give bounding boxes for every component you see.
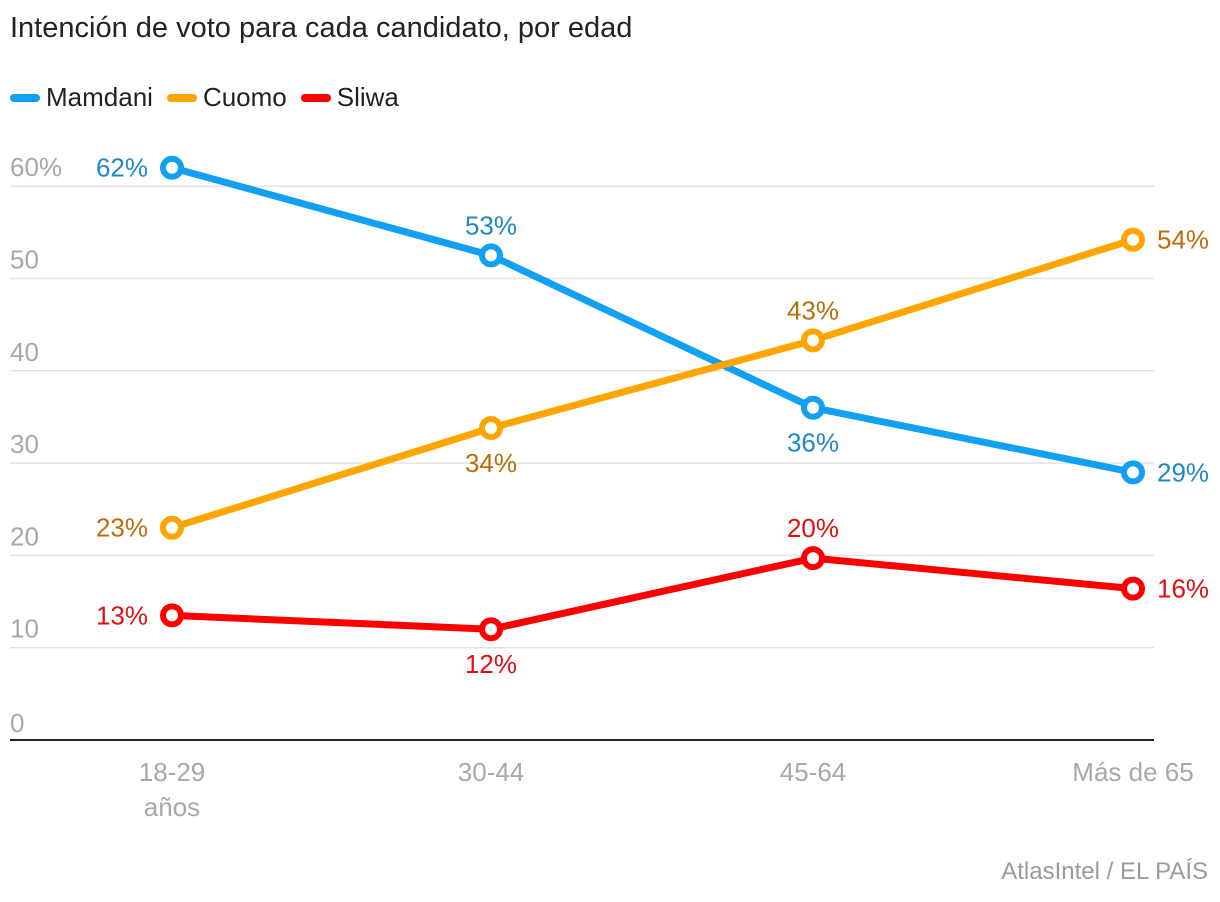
- y-tick-label: 20: [10, 521, 39, 551]
- legend-item-cuomo: Cuomo: [166, 82, 287, 113]
- data-label-sliwa: 16%: [1157, 574, 1209, 604]
- x-tick-label-line: Más de 65: [1072, 757, 1193, 787]
- x-tick-label-line: 30-44: [458, 757, 525, 787]
- data-point-cuomo: [1121, 227, 1145, 252]
- legend-swatch-sliwa: [300, 93, 331, 102]
- data-point-sliwa: [479, 617, 503, 642]
- y-tick-label: 30: [10, 429, 39, 459]
- source-credit: AtlasIntel / EL PAÍS: [1001, 858, 1208, 885]
- chart-title: Intención de voto para cada candidato, p…: [10, 12, 633, 44]
- legend-swatch-mamdani: [10, 93, 40, 102]
- data-point-sliwa: [160, 603, 184, 628]
- y-tick-label: 50: [10, 245, 39, 275]
- x-tick-label: 45-64: [780, 757, 847, 787]
- x-tick-label: 30-44: [458, 757, 525, 787]
- data-point-mamdani: [160, 155, 184, 180]
- x-tick-label: 18-29 años: [139, 757, 206, 822]
- x-tick-label-line: 45-64: [780, 757, 847, 787]
- x-tick-label-line: 18-29: [139, 757, 206, 787]
- y-tick-label: 60%: [10, 152, 62, 182]
- y-tick-label: 0: [10, 708, 24, 738]
- data-label-cuomo: 34%: [465, 448, 517, 478]
- data-label-sliwa: 12%: [465, 649, 517, 679]
- data-label-cuomo: 54%: [1157, 225, 1209, 255]
- data-label-mamdani: 62%: [96, 153, 148, 183]
- legend-item-sliwa: Sliwa: [300, 82, 399, 113]
- legend-label-sliwa: Sliwa: [336, 82, 399, 112]
- legend: Mamdani Cuomo Sliwa: [10, 82, 413, 113]
- legend-label-cuomo: Cuomo: [202, 82, 287, 112]
- series-layer: [160, 155, 1145, 642]
- y-tick-label: 40: [10, 337, 39, 367]
- x-tick-label-line: años: [144, 792, 200, 822]
- legend-label-mamdani: Mamdani: [46, 82, 153, 112]
- legend-swatch-cuomo: [166, 93, 197, 102]
- data-label-mamdani: 53%: [465, 210, 517, 240]
- data-point-mamdani: [479, 243, 503, 268]
- data-label-cuomo: 23%: [96, 513, 148, 543]
- data-point-cuomo: [479, 416, 503, 441]
- y-tick-label: 10: [10, 614, 39, 644]
- data-point-sliwa: [1121, 576, 1145, 601]
- data-label-mamdani: 36%: [787, 428, 839, 458]
- legend-item-mamdani: Mamdani: [10, 82, 153, 113]
- series-line-sliwa: [168, 554, 1137, 633]
- series-line-mamdani: [168, 164, 1137, 476]
- data-label-sliwa: 20%: [787, 513, 839, 543]
- data-label-cuomo: 43%: [787, 295, 839, 325]
- label-layer: 62% 53% 36% 29% 23% 34% 43% 54% 13% 12% 20% 16%: [96, 153, 1209, 679]
- x-tick-label: Más de 65: [1072, 757, 1193, 787]
- data-label-mamdani: 29%: [1157, 457, 1209, 487]
- data-label-sliwa: 13%: [96, 600, 148, 630]
- data-point-cuomo: [801, 328, 825, 353]
- data-point-sliwa: [801, 546, 825, 571]
- series-line-cuomo: [168, 236, 1137, 532]
- grid-layer: 0 10 20 30 40 50 60% 18-29 años 30-44 45-64 Más de …: [10, 152, 1194, 822]
- data-point-mamdani: [801, 395, 825, 420]
- data-point-mamdani: [1121, 460, 1145, 485]
- data-point-cuomo: [160, 515, 184, 540]
